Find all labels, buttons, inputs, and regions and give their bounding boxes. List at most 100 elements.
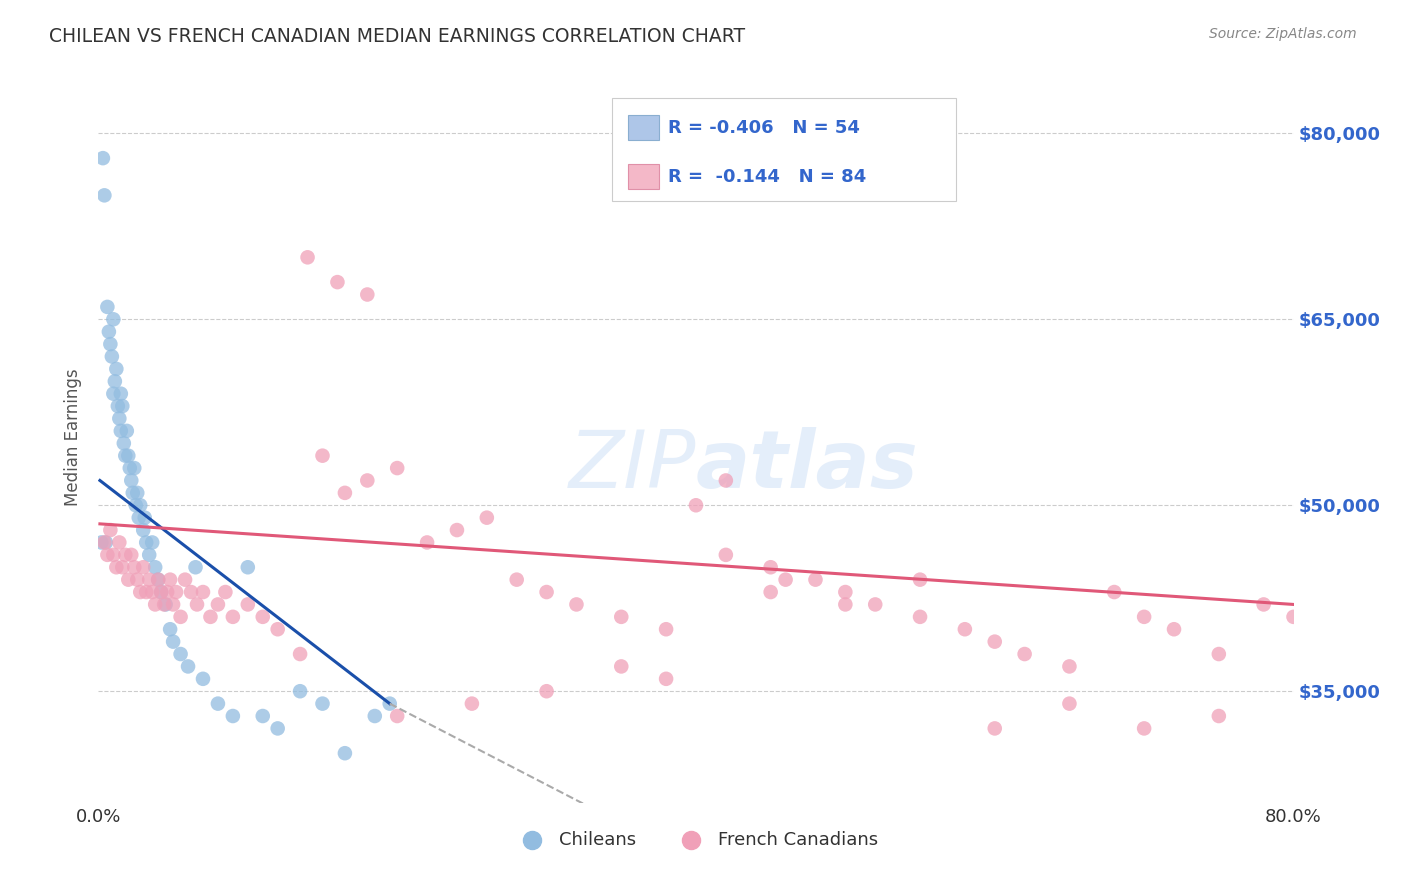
Point [134, 510, 156, 524]
Point [115, 424, 138, 438]
Point [1014, 647, 1036, 661]
Point [207, 598, 229, 612]
Point [222, 610, 245, 624]
Legend: Chileans, French Canadians: Chileans, French Canadians [508, 823, 884, 856]
Point [125, 498, 148, 512]
Text: atlas: atlas [696, 427, 918, 506]
Point [114, 548, 136, 562]
Point [1208, 647, 1230, 661]
Point [297, 250, 319, 264]
Point [108, 535, 131, 549]
Point [446, 523, 468, 537]
Point [162, 634, 184, 648]
Point [191, 672, 214, 686]
Point [90, 535, 112, 549]
Point [156, 585, 179, 599]
Point [655, 622, 678, 636]
Point [461, 697, 484, 711]
Point [1253, 598, 1275, 612]
Point [127, 486, 149, 500]
Point [685, 498, 707, 512]
Point [124, 461, 146, 475]
Point [150, 585, 173, 599]
Point [93, 188, 115, 202]
Point [984, 634, 1007, 648]
Point [908, 610, 931, 624]
Point [655, 672, 678, 686]
Point [356, 287, 378, 301]
Point [135, 535, 157, 549]
Point [252, 610, 274, 624]
Point [135, 585, 157, 599]
Point [222, 709, 245, 723]
Point [110, 424, 132, 438]
Point [236, 598, 259, 612]
Point [333, 486, 356, 500]
Point [610, 659, 633, 673]
Point [143, 560, 166, 574]
Point [191, 585, 214, 599]
Point [536, 585, 558, 599]
Point [475, 510, 498, 524]
Point [103, 312, 125, 326]
Point [120, 548, 142, 562]
Text: ZIP: ZIP [568, 427, 696, 506]
Point [138, 573, 160, 587]
Point [908, 573, 931, 587]
Point [150, 585, 173, 599]
Point [132, 560, 155, 574]
Text: R = -0.406   N = 54: R = -0.406 N = 54 [668, 119, 859, 136]
Text: Source: ZipAtlas.com: Source: ZipAtlas.com [1209, 27, 1357, 41]
Point [416, 535, 439, 549]
Point [288, 647, 311, 661]
Point [184, 560, 207, 574]
Point [141, 585, 163, 599]
Point [117, 573, 139, 587]
Y-axis label: Median Earnings: Median Earnings [65, 368, 83, 506]
Point [111, 399, 134, 413]
Point [288, 684, 311, 698]
Point [98, 337, 122, 351]
Point [165, 585, 187, 599]
Point [1133, 610, 1156, 624]
Point [96, 548, 118, 562]
Point [159, 573, 181, 587]
Point [97, 325, 120, 339]
Point [111, 560, 134, 574]
Point [162, 598, 184, 612]
Point [105, 560, 128, 574]
Point [108, 411, 131, 425]
Point [159, 622, 181, 636]
Point [236, 560, 259, 574]
Point [112, 436, 135, 450]
Point [153, 598, 176, 612]
Text: CHILEAN VS FRENCH CANADIAN MEDIAN EARNINGS CORRELATION CHART: CHILEAN VS FRENCH CANADIAN MEDIAN EARNIN… [49, 27, 745, 45]
Point [177, 659, 200, 673]
Point [385, 461, 409, 475]
Point [155, 598, 177, 612]
Point [610, 610, 633, 624]
Point [252, 709, 274, 723]
Point [121, 486, 143, 500]
Point [804, 573, 827, 587]
Point [759, 560, 782, 574]
Point [775, 573, 797, 587]
Point [132, 523, 155, 537]
Point [311, 449, 333, 463]
Point [1059, 697, 1081, 711]
Point [141, 535, 163, 549]
Point [143, 598, 166, 612]
Point [180, 585, 202, 599]
Point [364, 709, 387, 723]
Text: R =  -0.144   N = 84: R = -0.144 N = 84 [668, 168, 866, 186]
Point [105, 362, 128, 376]
Point [1059, 659, 1081, 673]
Point [834, 585, 856, 599]
Point [356, 474, 378, 488]
Point [714, 474, 737, 488]
Point [107, 399, 129, 413]
Point [385, 709, 409, 723]
Point [834, 598, 856, 612]
Point [311, 697, 333, 711]
Point [214, 585, 236, 599]
